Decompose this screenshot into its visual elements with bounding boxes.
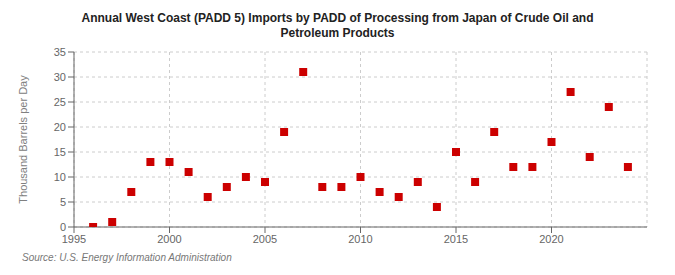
html-text:Annual West Coast (PADD 5) Imp: Annual West Coast (PADD 5) Imports by PA… [81, 11, 594, 25]
svg-text:2010: 2010 [348, 233, 372, 245]
svg-text:Thousand Barrels per Day: Thousand Barrels per Day [17, 75, 29, 204]
svg-text:2005: 2005 [253, 233, 277, 245]
svg-text:20: 20 [54, 121, 66, 133]
svg-text:0: 0 [60, 221, 66, 233]
svg-text:25: 25 [54, 96, 66, 108]
svg-text:15: 15 [54, 146, 66, 158]
svg-text:5: 5 [60, 196, 66, 208]
svg-text:35: 35 [54, 46, 66, 58]
svg-text:30: 30 [54, 71, 66, 83]
html-text:Petroleum Products: Petroleum Products [280, 26, 395, 40]
svg-text:10: 10 [54, 171, 66, 183]
svg-text:1995: 1995 [62, 233, 86, 245]
html-text:Source: U.S. Energy Informatio: Source: U.S. Energy Information Administ… [22, 252, 232, 263]
svg-text:2020: 2020 [539, 233, 563, 245]
svg-text:2000: 2000 [157, 233, 181, 245]
svg-text:2015: 2015 [444, 233, 468, 245]
